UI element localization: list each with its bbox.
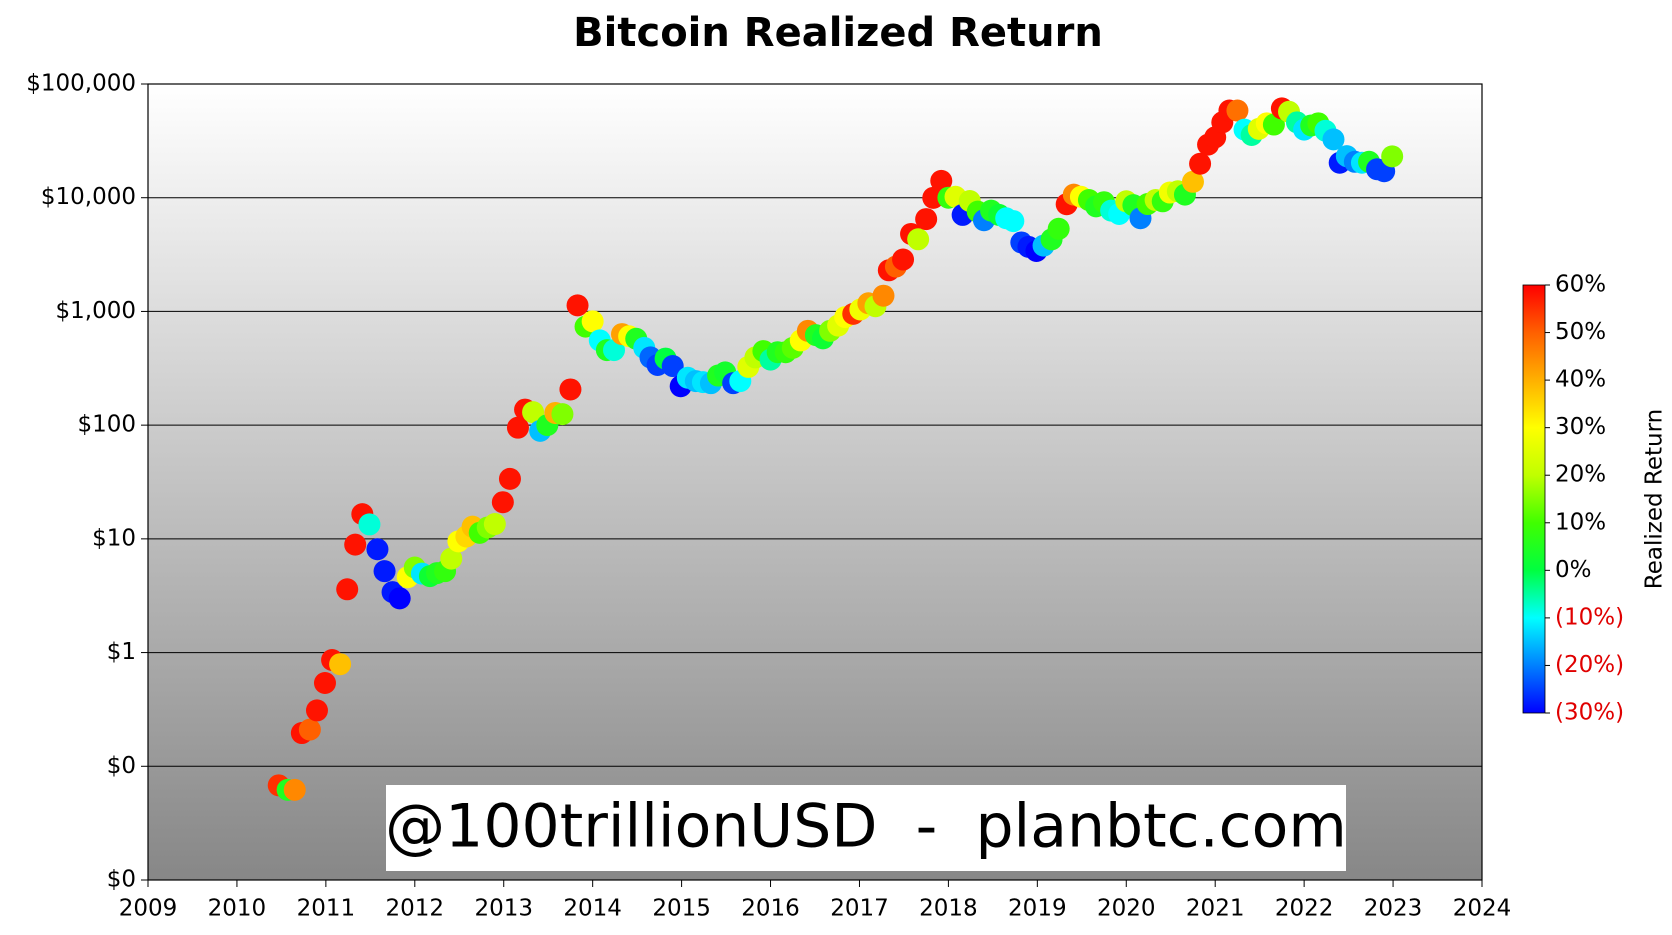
colorbar-tick-label: 20% bbox=[1555, 462, 1606, 488]
colorbar-tick-label: 60% bbox=[1555, 272, 1606, 298]
colorbar-tick-label: 40% bbox=[1555, 367, 1606, 393]
colorbar-tick-label: 50% bbox=[1555, 319, 1606, 345]
data-point bbox=[661, 355, 684, 378]
data-point bbox=[336, 578, 359, 601]
data-point bbox=[483, 513, 506, 536]
x-tick-label: 2017 bbox=[830, 896, 889, 922]
y-tick-label: $0 bbox=[107, 867, 136, 893]
data-point bbox=[358, 513, 381, 536]
x-tick-label: 2012 bbox=[386, 896, 445, 922]
colorbar-tick-label: 0% bbox=[1555, 557, 1592, 583]
data-point bbox=[1322, 128, 1345, 151]
x-tick-label: 2014 bbox=[563, 896, 622, 922]
colorbar-tick-label: (10%) bbox=[1555, 604, 1624, 630]
data-point bbox=[1189, 152, 1212, 175]
chart-title: Bitcoin Realized Return bbox=[573, 10, 1103, 56]
x-tick-label: 2019 bbox=[1008, 896, 1067, 922]
y-tick-label: $1,000 bbox=[56, 298, 136, 324]
data-point bbox=[366, 538, 389, 561]
data-point bbox=[344, 533, 367, 556]
y-tick-label: $1 bbox=[107, 639, 136, 665]
data-point bbox=[329, 653, 352, 676]
x-tick-label: 2009 bbox=[119, 896, 178, 922]
x-tick-label: 2021 bbox=[1186, 896, 1245, 922]
data-point bbox=[1047, 217, 1070, 240]
colorbar-tick-label: (30%) bbox=[1555, 700, 1624, 726]
data-point bbox=[313, 672, 336, 695]
data-point bbox=[1002, 210, 1025, 233]
plot-background bbox=[148, 84, 1482, 880]
colorbar-tick-label: 10% bbox=[1555, 509, 1606, 535]
data-point bbox=[922, 186, 945, 209]
data-point bbox=[1181, 170, 1204, 193]
y-tick-label: $0 bbox=[107, 753, 136, 779]
data-point bbox=[283, 778, 306, 801]
data-point bbox=[373, 560, 396, 583]
data-point bbox=[305, 699, 328, 722]
data-point bbox=[566, 294, 589, 317]
x-tick-label: 2015 bbox=[652, 896, 711, 922]
data-point bbox=[915, 208, 938, 231]
x-tick-label: 2024 bbox=[1453, 896, 1512, 922]
colorbar-tick-label: 30% bbox=[1555, 414, 1606, 440]
data-point bbox=[1381, 145, 1404, 168]
y-tick-label: $10 bbox=[92, 525, 136, 551]
y-tick-label: $10,000 bbox=[41, 184, 136, 210]
data-point bbox=[491, 491, 514, 514]
x-tick-label: 2023 bbox=[1364, 896, 1423, 922]
data-point bbox=[522, 401, 545, 424]
data-point bbox=[930, 169, 953, 192]
watermark: @100trillionUSD - planbtc.com bbox=[385, 792, 1347, 862]
colorbar-tick-label: (20%) bbox=[1555, 652, 1624, 678]
y-tick-label: $100 bbox=[77, 412, 136, 438]
x-tick-label: 2013 bbox=[474, 896, 533, 922]
data-point bbox=[892, 248, 915, 271]
data-point bbox=[506, 416, 529, 439]
data-point bbox=[388, 587, 411, 610]
x-tick-label: 2018 bbox=[919, 896, 978, 922]
data-point bbox=[581, 310, 604, 333]
data-point bbox=[298, 718, 321, 741]
data-point bbox=[440, 547, 463, 570]
x-tick-label: 2010 bbox=[208, 896, 267, 922]
data-point bbox=[559, 378, 582, 401]
watermark-box bbox=[386, 785, 1346, 871]
y-tick-label: $100,000 bbox=[26, 71, 136, 97]
colorbar-label: Realized Return bbox=[1642, 409, 1668, 589]
plot-frame bbox=[147, 83, 1483, 881]
x-tick-label: 2016 bbox=[741, 896, 800, 922]
data-point bbox=[1226, 99, 1249, 122]
data-point bbox=[498, 467, 521, 490]
x-tick-label: 2022 bbox=[1275, 896, 1334, 922]
data-point bbox=[551, 403, 574, 426]
data-point bbox=[907, 228, 930, 251]
x-tick-label: 2020 bbox=[1097, 896, 1156, 922]
x-tick-label: 2011 bbox=[297, 896, 356, 922]
data-point bbox=[872, 284, 895, 307]
colorbar bbox=[1522, 284, 1546, 714]
